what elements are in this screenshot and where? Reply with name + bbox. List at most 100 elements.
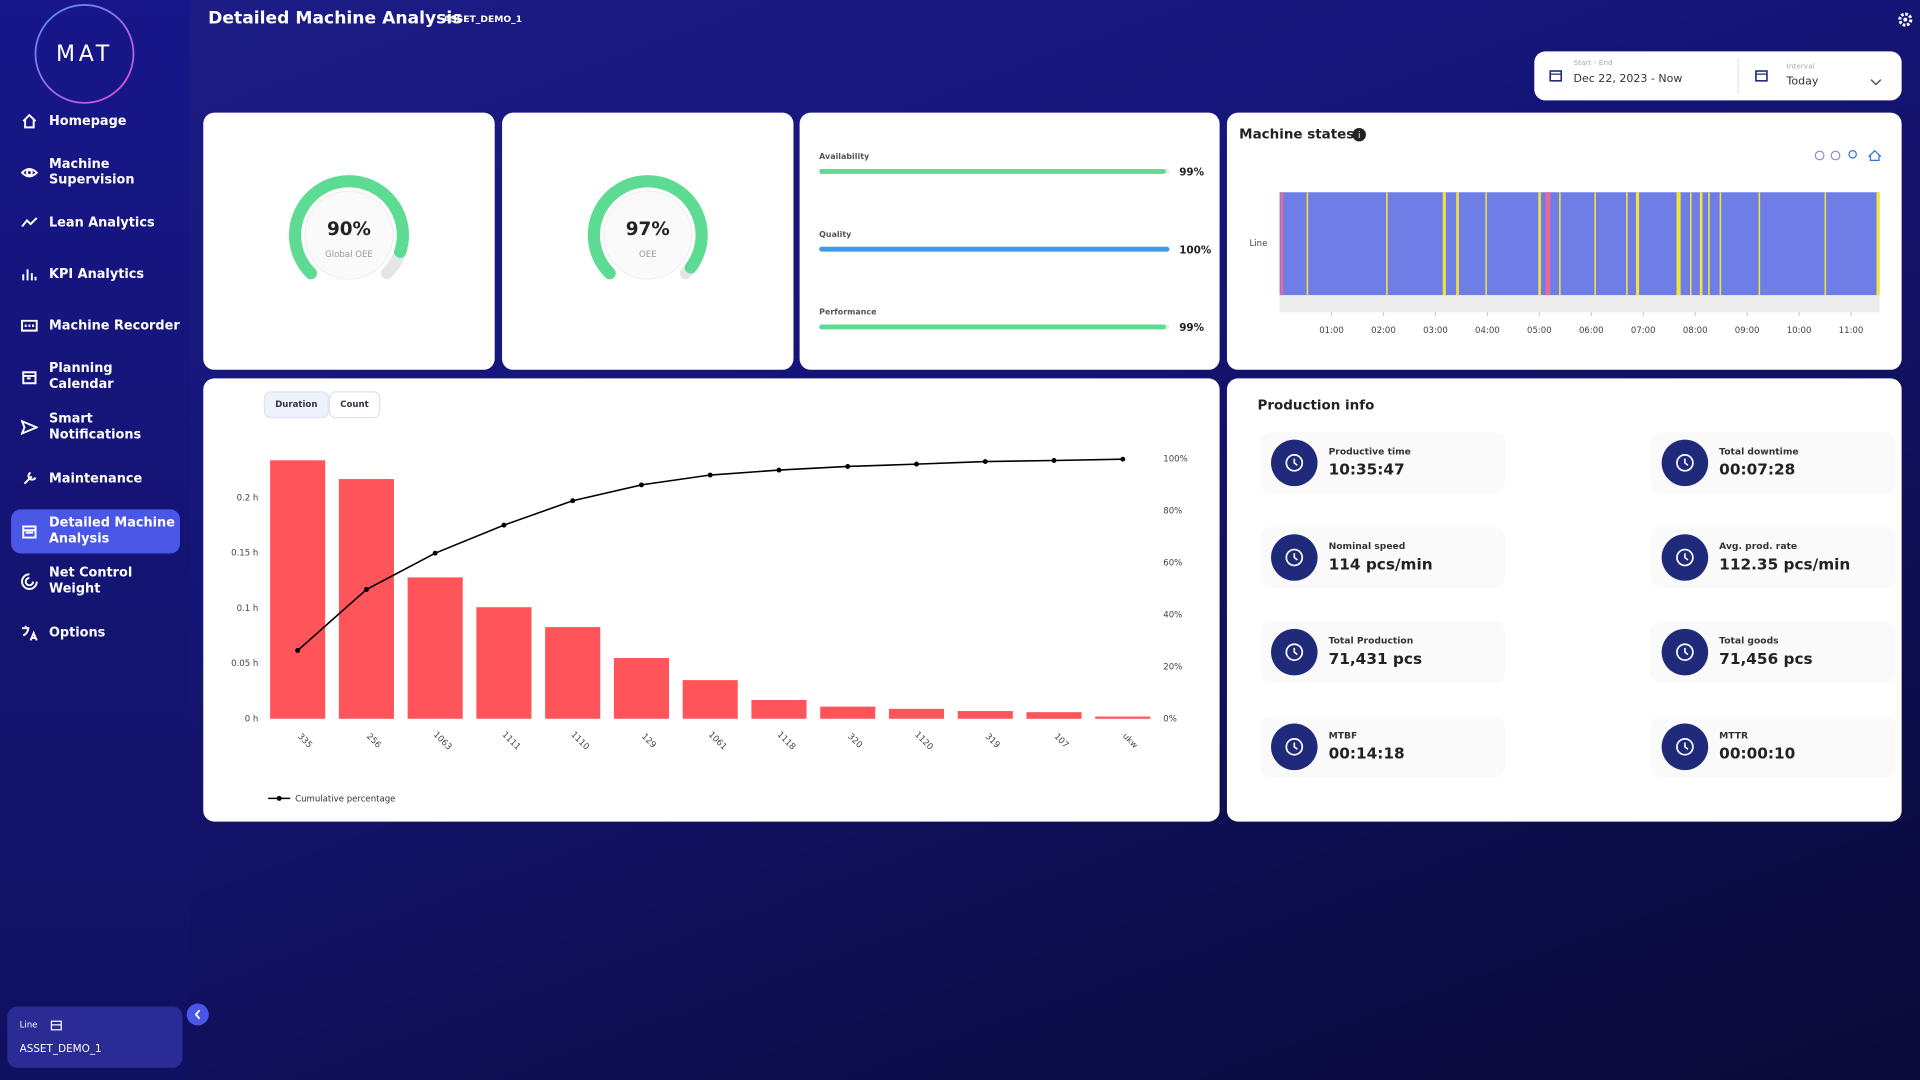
logo-text: MAT — [56, 42, 113, 67]
menu-label: Net Control Weight — [48, 565, 133, 597]
menu-label: Lean Analytics — [48, 214, 155, 230]
info-icon-glyph: i — [1358, 131, 1360, 141]
x-tick-label: 256 — [364, 732, 383, 751]
menu-icon — [22, 113, 37, 129]
info-icon-ring — [1285, 738, 1304, 756]
menu-item[interactable]: Homepage — [11, 99, 180, 143]
menu-label: Machine Supervision — [48, 156, 135, 188]
pareto-chart: Duration Count 0 h 0.05 h 0.1 h 0.15 h 0.2 h 0%… — [231, 391, 1188, 804]
kpi-value: 100% — [1179, 244, 1212, 256]
menu-item[interactable]: KPI Analytics — [11, 252, 180, 296]
x-tick-label: 04:00 — [1475, 326, 1500, 336]
info-tile — [1650, 432, 1896, 494]
calendar-icon — [1755, 70, 1768, 82]
state-segment — [1280, 192, 1284, 296]
kpi-value: 99% — [1179, 167, 1204, 179]
x-tick-label: 11:00 — [1839, 326, 1864, 336]
state-segment — [1456, 192, 1459, 296]
kpi-bar — [819, 324, 1166, 330]
info-icon-hands — [1684, 647, 1689, 656]
scroll-track — [1279, 295, 1880, 313]
card-title: Production info — [1258, 398, 1375, 413]
x-tick-label: 07:00 — [1631, 326, 1656, 336]
zoom-in[interactable] — [1814, 150, 1825, 161]
info-icon-hands — [1293, 553, 1298, 561]
calendar-icon — [1549, 70, 1563, 82]
x-tick-label: 1110 — [568, 730, 590, 752]
legend-label: Cumulative percentage — [295, 794, 395, 804]
kpi-value: 99% — [1179, 322, 1204, 334]
dropdown-arrow — [1870, 79, 1882, 86]
info-value: 00:14:18 — [1329, 745, 1405, 763]
x-tick-label: ukw — [1120, 731, 1139, 750]
reset-zoom[interactable] — [1868, 149, 1882, 162]
info-icon[interactable] — [1352, 127, 1366, 142]
info-icon-ring — [1676, 643, 1694, 661]
info-icon-ring — [1285, 643, 1304, 661]
zoom-out[interactable] — [1830, 150, 1841, 161]
state-segment — [1626, 192, 1628, 296]
info-tile — [1260, 432, 1505, 494]
menu-item[interactable]: Lean Analytics — [11, 201, 180, 245]
x-tick-label: 335 — [295, 732, 314, 751]
info-value: 71,431 pcs — [1329, 650, 1422, 668]
divider — [1737, 57, 1739, 95]
menu-icon — [21, 319, 38, 332]
menu-item[interactable]: Detailed Machine Analysis — [11, 509, 181, 554]
menu-icon-shape — [20, 168, 38, 178]
pareto-card: Duration Count 0 h 0.05 h 0.1 h 0.15 h 0.2 h 0%… — [203, 378, 1220, 822]
menu-icon — [23, 471, 37, 485]
asset-selector[interactable]: Line ASSET_DEMO_1 — [7, 1006, 183, 1068]
x-tick-label: 10:00 — [1787, 326, 1812, 336]
menu-icon — [22, 525, 37, 539]
sidebar: MAT Homepage Machine Supervision Lean Anal… — [0, 0, 190, 1080]
menu-item[interactable]: Net Control Weight — [11, 560, 180, 604]
menu-icon — [22, 625, 38, 641]
x-tick-label: 129 — [639, 732, 658, 751]
bar — [820, 706, 876, 719]
info-tile — [1650, 526, 1896, 589]
toggle-label: Count — [340, 400, 368, 410]
interval-label: Interval — [1786, 62, 1815, 72]
info-value: 10:35:47 — [1329, 461, 1405, 479]
gauge-inner — [603, 190, 693, 280]
gauge-label: Global OEE — [325, 250, 373, 260]
menu-item[interactable]: Options — [11, 611, 180, 655]
state-segment — [1594, 192, 1596, 296]
menu-item[interactable]: Maintenance — [11, 457, 180, 501]
info-value: 00:00:10 — [1719, 745, 1795, 763]
date-picker[interactable]: Start - End Dec 22, 2023 - Now Interval … — [1534, 51, 1902, 101]
x-tick-label: 1120 — [912, 730, 934, 752]
kpi-breakdown-card: Availability 99% Quality 100% Performance 99% — [799, 112, 1220, 370]
collapse-button[interactable] — [186, 1003, 209, 1026]
info-label: Total Production — [1329, 636, 1414, 647]
state-segment — [1386, 192, 1388, 296]
menu-item[interactable]: Machine Supervision — [11, 151, 180, 195]
asset-selector-label: Line — [19, 1020, 38, 1030]
line-dot — [776, 467, 782, 473]
zoom-select[interactable] — [1848, 150, 1857, 159]
gauge-arc — [587, 175, 708, 280]
state-segment — [1442, 192, 1446, 296]
toggle-button[interactable] — [328, 391, 381, 419]
settings-icon[interactable] — [1897, 11, 1914, 28]
state-segment — [1635, 192, 1640, 296]
info-icon-ring — [1676, 548, 1694, 567]
info-icon-hands — [1684, 742, 1689, 750]
x-tick-label: 1118 — [775, 730, 797, 752]
info-value: 71,456 pcs — [1719, 650, 1812, 668]
state-segment — [1708, 192, 1710, 296]
gauge-value: 97% — [626, 219, 670, 240]
info-label: Avg. prod. rate — [1719, 541, 1797, 552]
menu-item[interactable]: Planning Calendar — [11, 355, 180, 399]
menu-item[interactable]: Machine Recorder — [11, 304, 180, 348]
info-icon-ring — [1676, 738, 1694, 756]
toggle-button[interactable] — [263, 391, 329, 419]
bar — [1026, 712, 1082, 719]
info-icon-hands — [1293, 647, 1298, 656]
line-dot — [914, 461, 919, 467]
info-tile — [1260, 716, 1505, 778]
y2-tick-label: 40% — [1163, 610, 1182, 620]
menu-item[interactable]: Smart Notifications — [11, 405, 180, 449]
range-value: Dec 22, 2023 - Now — [1573, 73, 1683, 86]
